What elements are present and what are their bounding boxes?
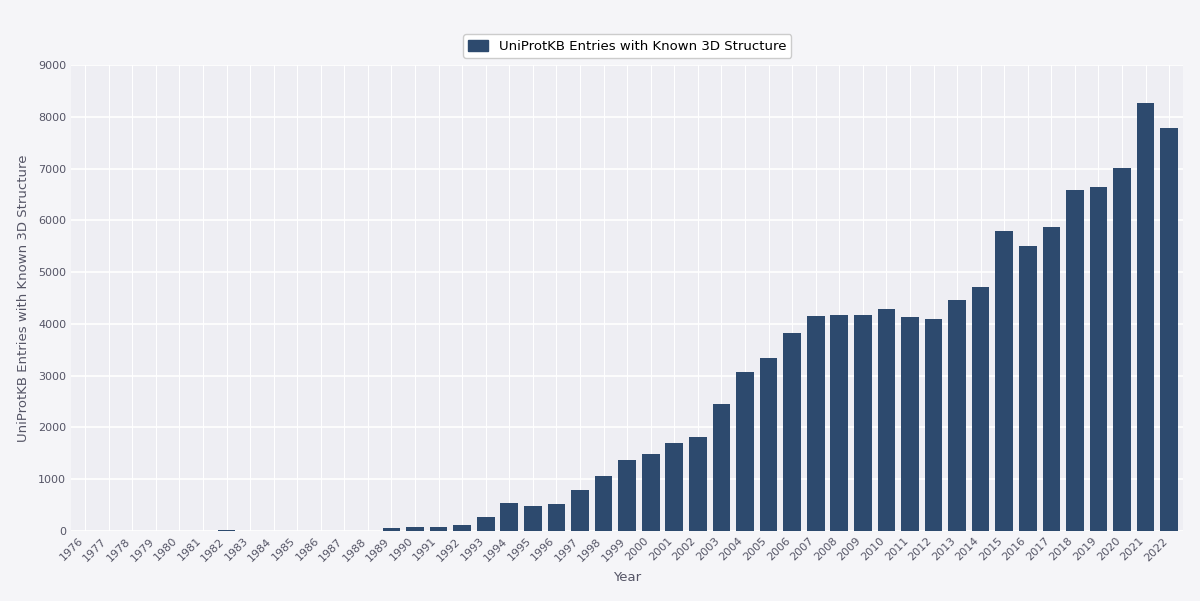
Bar — [784, 334, 800, 531]
Bar — [948, 300, 966, 531]
Bar — [430, 527, 448, 531]
Bar — [830, 315, 848, 531]
Bar — [571, 490, 589, 531]
Bar — [642, 454, 660, 531]
Bar — [454, 525, 472, 531]
Bar — [1114, 168, 1130, 531]
Bar — [1043, 227, 1060, 531]
Bar — [595, 476, 612, 531]
Bar — [901, 317, 919, 531]
Bar — [618, 460, 636, 531]
Bar — [1090, 187, 1108, 531]
Bar — [925, 319, 942, 531]
Bar — [666, 443, 683, 531]
Legend: UniProtKB Entries with Known 3D Structure: UniProtKB Entries with Known 3D Structur… — [463, 34, 791, 58]
Bar — [383, 528, 401, 531]
Bar — [760, 358, 778, 531]
Bar — [524, 506, 541, 531]
X-axis label: Year: Year — [613, 572, 641, 584]
Bar — [995, 231, 1013, 531]
Bar — [500, 503, 518, 531]
Bar — [736, 371, 754, 531]
Bar — [1136, 103, 1154, 531]
Bar — [1066, 191, 1084, 531]
Bar — [713, 404, 731, 531]
Bar — [854, 315, 871, 531]
Bar — [1019, 246, 1037, 531]
Bar — [806, 316, 824, 531]
Bar — [476, 517, 494, 531]
Bar — [972, 287, 990, 531]
Bar — [407, 528, 424, 531]
Bar — [217, 529, 235, 531]
Bar — [689, 438, 707, 531]
Bar — [877, 310, 895, 531]
Y-axis label: UniProtKB Entries with Known 3D Structure: UniProtKB Entries with Known 3D Structur… — [17, 154, 30, 442]
Bar — [1160, 128, 1178, 531]
Bar — [547, 504, 565, 531]
